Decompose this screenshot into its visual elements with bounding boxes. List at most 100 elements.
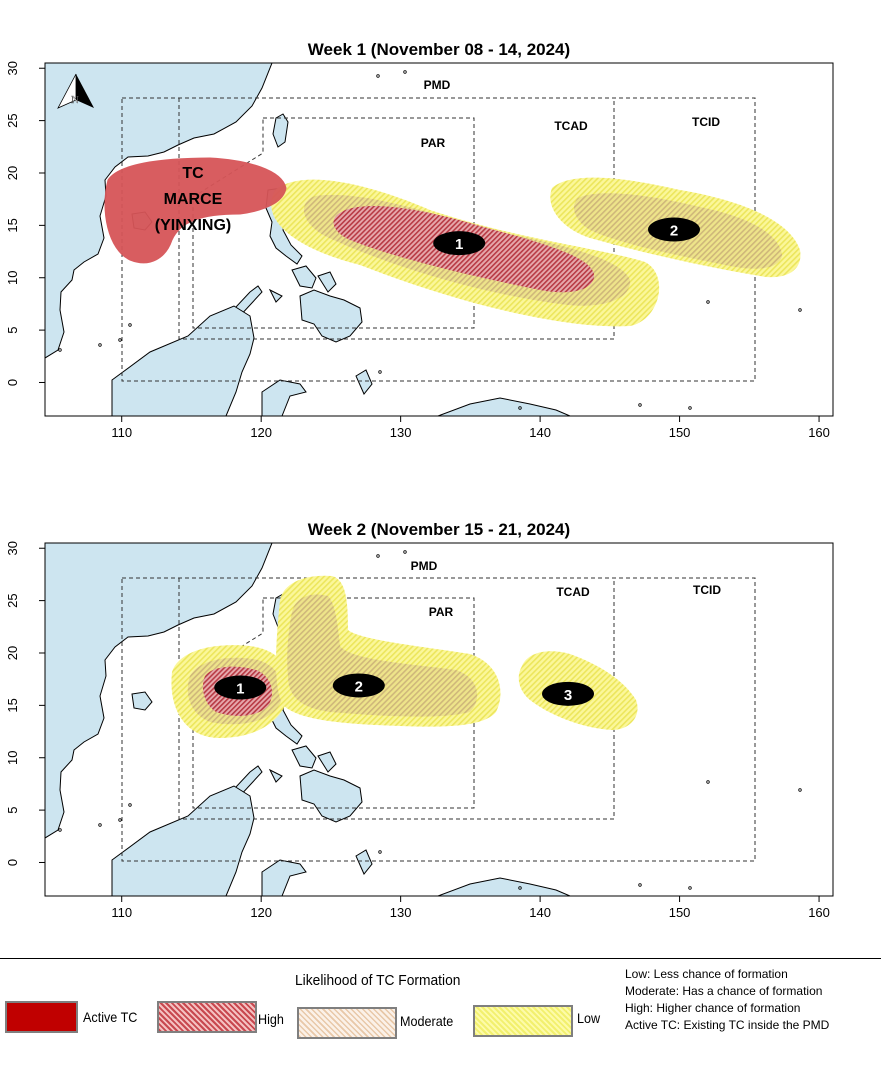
system-marker-label: 1: [455, 236, 463, 253]
x-tick-label: 110: [111, 905, 132, 920]
legend-separator: [0, 958, 881, 959]
x-tick-label: 140: [529, 905, 551, 920]
island: [638, 883, 642, 887]
system-marker-label: 1: [236, 681, 244, 698]
note-moderate: Moderate: Has a chance of formation: [625, 984, 823, 998]
label-pmd: PMD: [424, 78, 451, 92]
island: [798, 788, 802, 792]
x-tick-label: 120: [250, 425, 272, 440]
legend-label-low: Low: [577, 1010, 601, 1026]
map-body: [45, 543, 802, 896]
island: [58, 348, 62, 352]
panel-title: Week 1 (November 08 - 14, 2024): [308, 40, 570, 59]
label-tcid: TCID: [692, 115, 720, 129]
y-tick-label: 20: [5, 646, 20, 660]
x-tick-label: 120: [250, 905, 272, 920]
x-tick-label: 140: [529, 425, 551, 440]
active-tc-label: (YINXING): [155, 217, 231, 234]
system-marker-1: 1: [433, 231, 486, 256]
legend-label-high: High: [258, 1011, 284, 1027]
note-high: High: Higher chance of formation: [625, 1001, 801, 1015]
north-arrow-n: N: [71, 94, 79, 106]
legend-swatch-low: [473, 1005, 573, 1037]
legend-label-active: Active TC: [83, 1009, 138, 1025]
label-tcid: TCID: [693, 583, 721, 597]
x-tick-label: 110: [111, 425, 132, 440]
y-tick-label: 10: [5, 750, 20, 764]
active-tc-label: TC: [182, 165, 204, 182]
map-frame: [44, 62, 834, 417]
system-marker-1: 1: [214, 675, 267, 700]
map-frame: [44, 542, 834, 897]
map-panel-week-2: Week 2 (November 15 - 21, 2024) PMD PAR TCA…: [5, 520, 834, 920]
island: [128, 803, 132, 807]
island: [98, 343, 102, 347]
panel-title: Week 2 (November 15 - 21, 2024): [308, 520, 570, 539]
north-arrow-right: [76, 74, 94, 108]
y-tick-label: 30: [5, 61, 20, 75]
island: [376, 74, 380, 78]
system-marker-label: 3: [564, 687, 572, 704]
system-marker-ellipse: [433, 231, 486, 256]
system-marker-label: 2: [355, 678, 363, 695]
y-tick-label: 0: [5, 859, 20, 866]
island: [706, 300, 710, 304]
likelihood-areas: [171, 575, 638, 738]
island: [98, 823, 102, 827]
island: [518, 406, 522, 410]
y-tick-label: 20: [5, 166, 20, 180]
y-tick-label: 0: [5, 379, 20, 386]
system-marker-ellipse: [214, 675, 267, 700]
legend-swatch-high: [157, 1001, 257, 1033]
note-low: Low: Less chance of formation: [625, 967, 788, 981]
island: [403, 550, 407, 554]
y-tick-label: 15: [5, 698, 20, 712]
x-tick-label: 130: [390, 905, 412, 920]
legend-label-moderate: Moderate: [400, 1013, 454, 1029]
forecast-maps: Week 1 (November 08 - 14, 2024) PMD PAR TCA…: [5, 40, 834, 920]
island: [118, 338, 122, 342]
system-marker-3: 3: [542, 681, 595, 706]
x-tick-label: 150: [669, 425, 691, 440]
system-marker-2: 2: [648, 217, 701, 242]
x-tick-label: 150: [669, 905, 691, 920]
label-par: PAR: [421, 136, 446, 150]
y-tick-label: 10: [5, 270, 20, 284]
x-tick-label: 160: [808, 905, 830, 920]
y-tick-label: 25: [5, 113, 20, 127]
map-body: [45, 63, 802, 416]
island: [378, 850, 382, 854]
system-marker-2: 2: [332, 673, 385, 698]
island: [706, 780, 710, 784]
system-marker-ellipse: [648, 217, 701, 242]
island: [403, 70, 407, 74]
active-tc-label: MARCE: [164, 191, 223, 208]
island: [58, 828, 62, 832]
island: [638, 403, 642, 407]
label-par: PAR: [429, 605, 454, 619]
island: [376, 554, 380, 558]
island: [518, 886, 522, 890]
map-panel-week-1: Week 1 (November 08 - 14, 2024) PMD PAR TCA…: [5, 40, 834, 440]
y-tick-label: 25: [5, 593, 20, 607]
label-tcad: TCAD: [554, 119, 588, 133]
note-active: Active TC: Existing TC inside the PMD: [625, 1018, 830, 1032]
x-tick-label: 130: [390, 425, 412, 440]
system-marker-ellipse: [332, 673, 385, 698]
y-tick-label: 5: [5, 326, 20, 333]
island: [798, 308, 802, 312]
legend-title: Likelihood of TC Formation: [295, 972, 461, 989]
island: [118, 818, 122, 822]
legend-notes: Low: Less chance of formation Moderate: …: [625, 966, 829, 1034]
island: [688, 406, 692, 410]
x-tick-label: 160: [808, 425, 830, 440]
y-tick-label: 30: [5, 541, 20, 555]
legend-swatch-moderate: [297, 1007, 397, 1039]
island: [688, 886, 692, 890]
legend-swatch-active: [5, 1001, 78, 1033]
island: [378, 370, 382, 374]
label-tcad: TCAD: [556, 585, 590, 599]
y-tick-label: 5: [5, 806, 20, 813]
label-pmd: PMD: [411, 559, 438, 573]
system-marker-label: 2: [670, 223, 678, 240]
